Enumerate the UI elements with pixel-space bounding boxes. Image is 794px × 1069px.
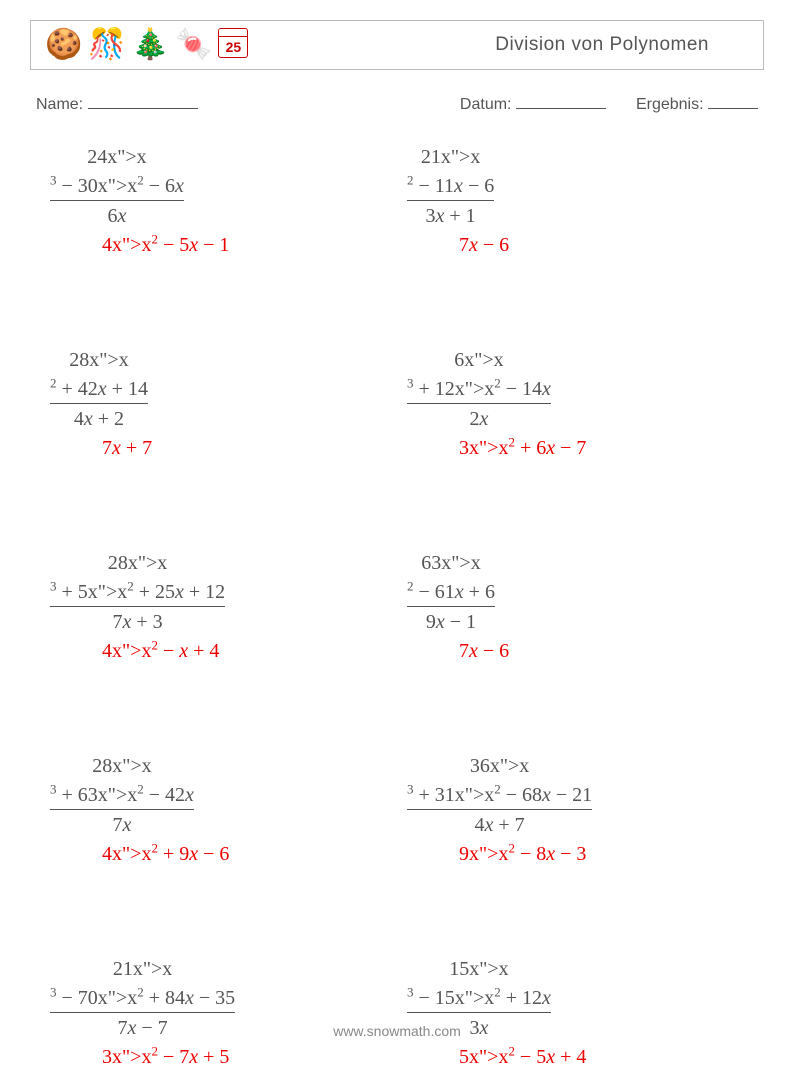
numerator: 28x">x	[50, 550, 225, 579]
numerator: 24x">x	[50, 144, 184, 173]
problem-1: 24x">x3 − 30x">x2 − 6x6x 4x">x2 − 5x − 1	[50, 144, 387, 257]
answer: 7x − 6	[407, 234, 744, 257]
date-blank[interactable]	[516, 92, 606, 109]
problem-4: 6x">x3 + 12x">x2 − 14x2x 3x">x2 + 6x − 7	[407, 347, 744, 460]
denominator: 7x	[50, 809, 194, 839]
answer: 4x">x2 + 9x − 6	[50, 843, 387, 866]
result-label: Ergebnis:	[636, 96, 704, 113]
problem-3: 28x">x2 + 42x + 144x + 2 7x + 7	[50, 347, 387, 460]
calendar-day: 25	[226, 37, 242, 57]
date-label: Datum:	[460, 96, 512, 113]
denominator: 7x + 3	[50, 606, 225, 636]
problem-7: 28x">x3 + 63x">x2 − 42x7x 4x">x2 + 9x − 6	[50, 753, 387, 866]
denominator: 9x − 1	[407, 606, 495, 636]
problem-2: 21x">x2 − 11x − 63x + 1 7x − 6	[407, 144, 744, 257]
problem-9: 21x">x3 − 70x">x2 + 84x − 357x − 73x">x2…	[50, 956, 387, 1069]
name-label: Name:	[36, 96, 83, 113]
problem-10: 15x">x3 − 15x">x2 + 12x3x5x">x2 − 5x + 4	[407, 956, 744, 1069]
name-blank[interactable]	[88, 92, 198, 109]
header-icons: 🍪 🎊 🎄 🍬 25	[45, 30, 248, 60]
confetti-icon: 🎊	[88, 30, 125, 60]
denominator: 6x	[50, 200, 184, 230]
numerator: 63x">x	[407, 550, 495, 579]
answer: 4x">x2 − x + 4	[50, 640, 387, 663]
name-field: Name:	[36, 92, 198, 114]
numerator: 28x">x	[50, 753, 194, 782]
numerator: 6x">x	[407, 347, 551, 376]
fraction: 36x">x3 + 31x">x2 − 68x − 214x + 7	[407, 753, 592, 839]
fraction: 28x">x3 + 5x">x2 + 25x + 127x + 3	[50, 550, 225, 636]
footer-text: www.snowmath.com	[0, 1023, 794, 1039]
fraction: 6x">x3 + 12x">x2 − 14x2x	[407, 347, 551, 433]
answer: 7x − 6	[407, 640, 744, 663]
answer: 7x + 7	[50, 437, 387, 460]
numerator: 21x">x	[50, 956, 235, 985]
answer: 9x">x2 − 8x − 3	[407, 843, 744, 866]
fraction: 28x">x3 + 63x">x2 − 42x7x	[50, 753, 194, 839]
fraction: 63x">x2 − 61x + 69x − 1	[407, 550, 495, 636]
problem-6: 63x">x2 − 61x + 69x − 1 7x − 6	[407, 550, 744, 663]
wreath-icon: 🎄	[132, 30, 169, 60]
denominator: 2x	[407, 403, 551, 433]
worksheet-title: Division von Polynomen	[495, 34, 709, 56]
cookie-icon: 🍪	[45, 30, 82, 60]
denominator: 4x + 7	[407, 809, 592, 839]
numerator: 21x">x	[407, 144, 494, 173]
answer: 3x">x2 − 7x + 5	[50, 1046, 387, 1069]
denominator: 4x + 2	[50, 403, 148, 433]
problem-5: 28x">x3 + 5x">x2 + 25x + 127x + 3 4x">x2 …	[50, 550, 387, 663]
numerator: 36x">x	[407, 753, 592, 782]
worksheet-page: 🍪 🎊 🎄 🍬 25 Division von Polynomen Name: …	[0, 0, 794, 1053]
date-field: Datum:	[460, 92, 606, 114]
result-field: Ergebnis:	[636, 92, 758, 114]
problems-grid: 24x">x3 − 30x">x2 − 6x6x4x">x2 − 5x − 12…	[30, 144, 764, 1069]
numerator: 15x">x	[407, 956, 551, 985]
answer: 4x">x2 − 5x − 1	[50, 234, 387, 257]
answer: 3x">x2 + 6x − 7	[407, 437, 744, 460]
candy-icon: 🍬	[175, 30, 212, 60]
numerator: 28x">x	[50, 347, 148, 376]
calendar-icon: 25	[218, 28, 248, 58]
fraction: 24x">x3 − 30x">x2 − 6x6x	[50, 144, 184, 230]
header-bar: 🍪 🎊 🎄 🍬 25 Division von Polynomen	[30, 20, 764, 70]
meta-row: Name: Datum: Ergebnis:	[30, 92, 764, 114]
fraction: 21x">x2 − 11x − 63x + 1	[407, 144, 494, 230]
problem-8: 36x">x3 + 31x">x2 − 68x − 214x + 7 9x">x2…	[407, 753, 744, 866]
answer: 5x">x2 − 5x + 4	[407, 1046, 744, 1069]
result-blank[interactable]	[708, 92, 758, 109]
denominator: 3x + 1	[407, 200, 494, 230]
fraction: 28x">x2 + 42x + 144x + 2	[50, 347, 148, 433]
